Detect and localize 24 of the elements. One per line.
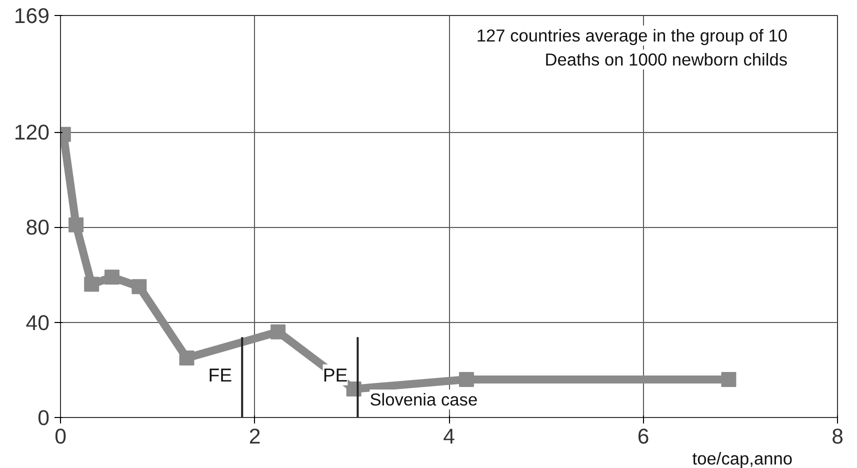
y-tick-label: 0 bbox=[38, 406, 50, 430]
point bbox=[84, 276, 100, 292]
point bbox=[458, 372, 474, 387]
x-tick-label: 8 bbox=[832, 424, 844, 448]
y-tick-label: 169 bbox=[14, 4, 50, 28]
annotation: 127 countries average in the group of 10 bbox=[476, 26, 788, 46]
ref-line-label: FE bbox=[208, 364, 232, 386]
point bbox=[132, 279, 147, 294]
ref-line-label: PE bbox=[322, 364, 348, 386]
point bbox=[270, 324, 286, 340]
y-tick-label: 40 bbox=[26, 310, 50, 335]
x-tick-label: 6 bbox=[637, 424, 650, 448]
y-tick-label: 120 bbox=[14, 120, 50, 145]
annotation: Slovenia case bbox=[370, 389, 478, 410]
x-axis-title: toe/cap,anno bbox=[692, 448, 793, 468]
annotation: Deaths on 1000 newborn childs bbox=[544, 50, 788, 70]
point bbox=[104, 270, 120, 285]
point bbox=[721, 372, 736, 387]
y-tick-label: 80 bbox=[26, 216, 50, 240]
point bbox=[68, 217, 84, 232]
x-tick-label: 0 bbox=[54, 424, 67, 448]
point bbox=[179, 350, 194, 366]
x-tick-label: 4 bbox=[443, 424, 456, 448]
x-tick-label: 2 bbox=[248, 424, 261, 448]
